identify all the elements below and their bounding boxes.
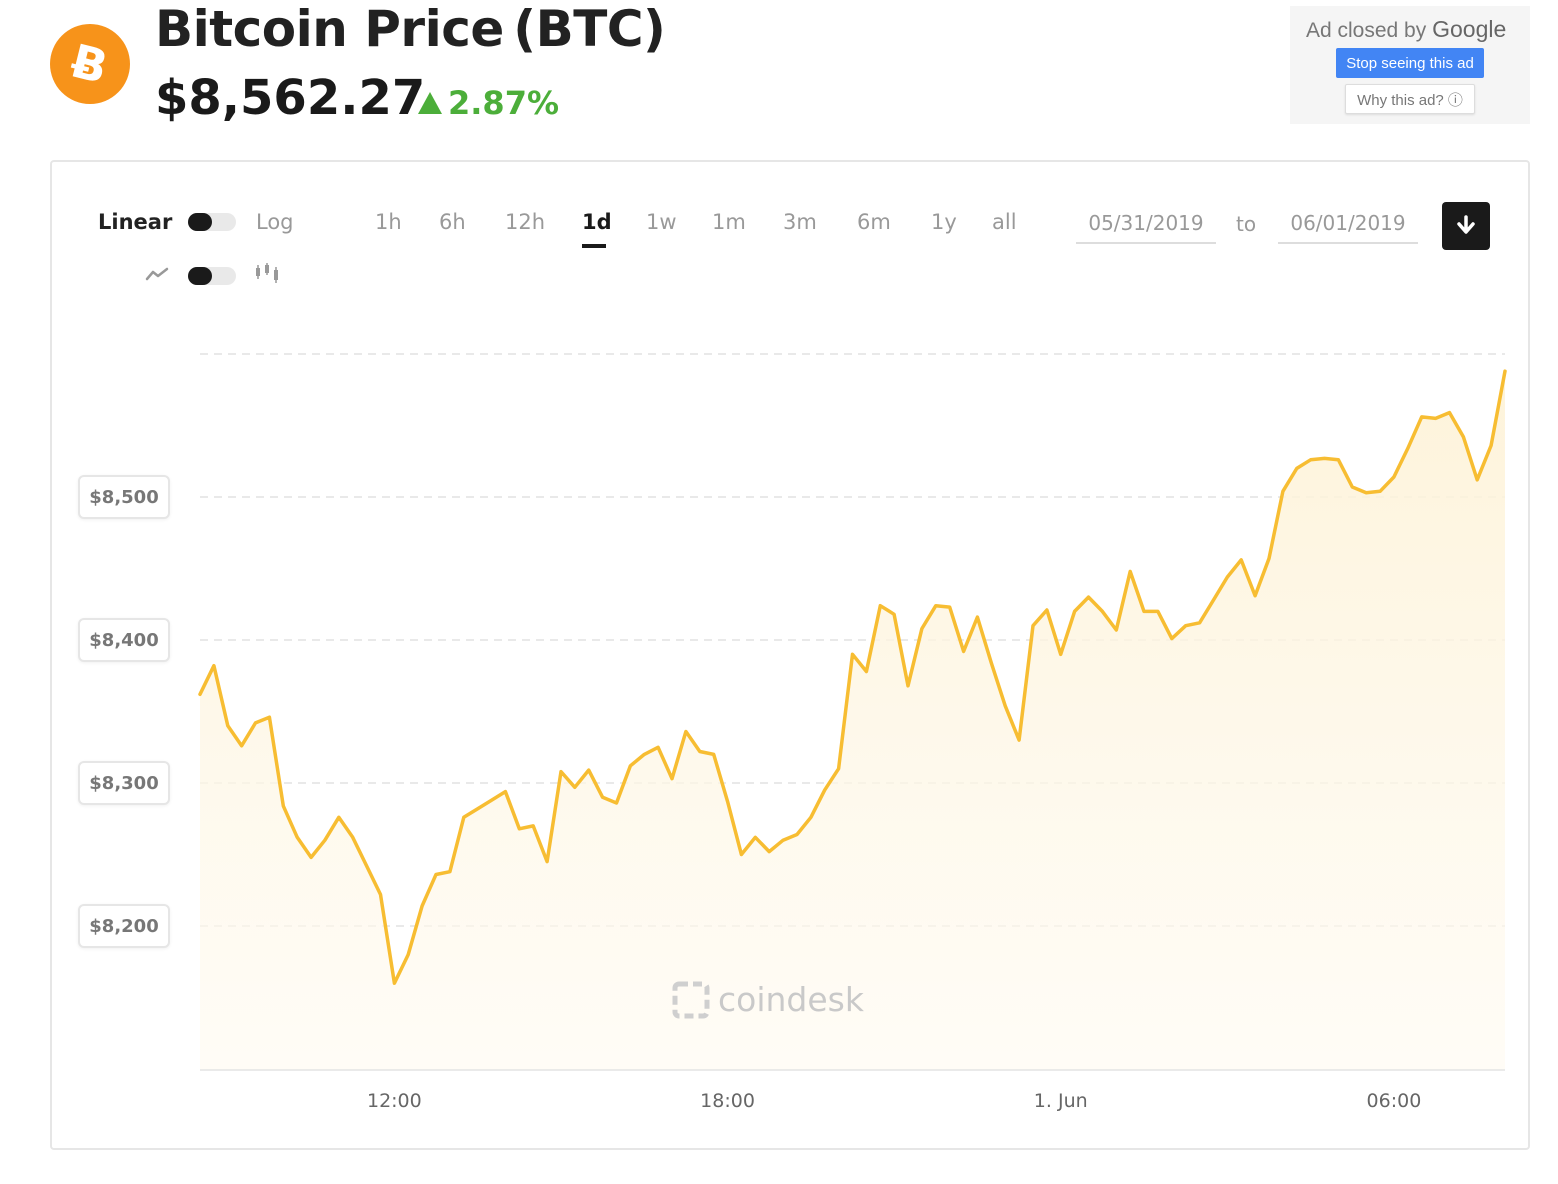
y-tick-label: $8,200 bbox=[78, 904, 170, 948]
scale-log-label[interactable]: Log bbox=[256, 210, 294, 234]
page-title: Bitcoin Price (BTC) bbox=[155, 0, 666, 58]
coindesk-watermark: coindesk bbox=[672, 980, 864, 1019]
scale-toggle[interactable] bbox=[188, 213, 236, 231]
range-all[interactable]: all bbox=[992, 210, 1017, 234]
range-1d[interactable]: 1d bbox=[582, 210, 612, 234]
scale-toggle-knob bbox=[188, 213, 212, 231]
range-1y[interactable]: 1y bbox=[931, 210, 957, 234]
range-1h[interactable]: 1h bbox=[375, 210, 402, 234]
bitcoin-logo-icon: Ƀ bbox=[50, 24, 130, 104]
watermark-text: coindesk bbox=[718, 980, 864, 1019]
date-from-input[interactable] bbox=[1076, 204, 1216, 244]
range-6m[interactable]: 6m bbox=[857, 210, 891, 234]
download-icon bbox=[1457, 215, 1475, 234]
scale-linear-label: Linear bbox=[98, 210, 173, 234]
ad-closed-text: Ad closed by Google bbox=[1306, 16, 1506, 43]
y-tick-label: $8,300 bbox=[78, 761, 170, 805]
up-arrow-icon bbox=[418, 92, 442, 114]
download-button[interactable] bbox=[1442, 202, 1490, 250]
chart-type-toggle-knob bbox=[188, 267, 212, 285]
range-6h[interactable]: 6h bbox=[439, 210, 466, 234]
x-tick-label: 06:00 bbox=[1366, 1090, 1422, 1112]
price-line bbox=[198, 369, 1507, 985]
current-price: $8,562.27 bbox=[155, 70, 426, 126]
coindesk-logo-icon bbox=[672, 981, 710, 1018]
ad-closed-brand: Google bbox=[1432, 16, 1507, 42]
date-range-to-label: to bbox=[1236, 212, 1257, 236]
date-to-input[interactable] bbox=[1278, 204, 1418, 244]
range-1w[interactable]: 1w bbox=[646, 210, 677, 234]
line-chart-icon[interactable] bbox=[145, 266, 169, 282]
price-area bbox=[200, 371, 1505, 1070]
x-tick-label: 18:00 bbox=[700, 1090, 755, 1112]
stop-seeing-ad-button[interactable]: Stop seeing this ad bbox=[1336, 48, 1484, 78]
range-1m[interactable]: 1m bbox=[712, 210, 746, 234]
x-tick-label: 1. Jun bbox=[1033, 1090, 1088, 1112]
ad-closed-label: Ad closed by bbox=[1306, 19, 1427, 42]
y-tick-label: $8,500 bbox=[78, 475, 170, 519]
candlestick-icon[interactable] bbox=[255, 262, 279, 284]
price-change-value: 2.87% bbox=[448, 84, 560, 122]
range-12h[interactable]: 12h bbox=[505, 210, 546, 234]
chart-type-toggle[interactable] bbox=[188, 267, 236, 285]
why-this-ad-button[interactable]: Why this ad? ⓘ bbox=[1345, 84, 1475, 114]
active-range-indicator bbox=[582, 244, 606, 248]
x-tick-label: 12:00 bbox=[366, 1090, 422, 1112]
y-tick-label: $8,400 bbox=[78, 618, 170, 662]
price-change: 2.87% bbox=[418, 84, 559, 122]
ad-container: Ad closed by Google Stop seeing this ad … bbox=[1290, 6, 1530, 124]
range-3m[interactable]: 3m bbox=[783, 210, 817, 234]
